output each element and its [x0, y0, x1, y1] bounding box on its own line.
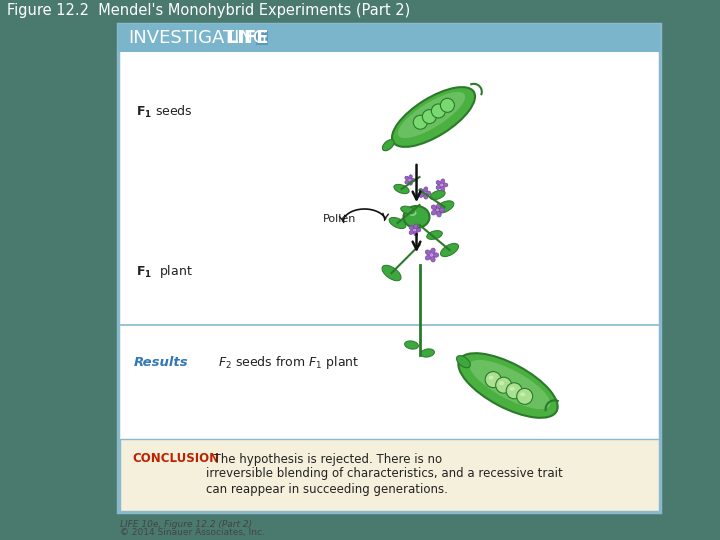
Ellipse shape: [431, 248, 435, 254]
Ellipse shape: [382, 140, 394, 151]
Text: Results: Results: [134, 356, 189, 369]
Ellipse shape: [394, 184, 409, 194]
Text: INVESTIGATING: INVESTIGATING: [128, 29, 266, 47]
Ellipse shape: [419, 188, 423, 193]
Ellipse shape: [419, 193, 423, 198]
Ellipse shape: [398, 92, 465, 138]
Text: CONCLUSION: CONCLUSION: [132, 453, 219, 465]
Ellipse shape: [441, 179, 445, 184]
Text: LIFE: LIFE: [226, 29, 269, 47]
Ellipse shape: [409, 226, 414, 230]
Ellipse shape: [409, 181, 413, 185]
Ellipse shape: [441, 186, 445, 191]
Ellipse shape: [408, 179, 410, 181]
Ellipse shape: [431, 210, 436, 215]
Ellipse shape: [403, 206, 430, 228]
Ellipse shape: [436, 212, 441, 217]
Ellipse shape: [424, 194, 428, 199]
Ellipse shape: [426, 250, 431, 255]
Ellipse shape: [392, 87, 475, 147]
Text: LIFE 10e, Figure 12.2 (Part 2): LIFE 10e, Figure 12.2 (Part 2): [120, 520, 252, 529]
FancyBboxPatch shape: [0, 0, 720, 22]
Ellipse shape: [409, 175, 413, 179]
Ellipse shape: [416, 228, 420, 232]
Ellipse shape: [414, 224, 418, 229]
FancyBboxPatch shape: [256, 31, 268, 45]
Ellipse shape: [426, 255, 431, 260]
Ellipse shape: [427, 231, 442, 239]
Ellipse shape: [431, 205, 436, 210]
Ellipse shape: [424, 187, 428, 192]
Ellipse shape: [489, 376, 494, 380]
Text: © 2014 Sinauer Associates, Inc.: © 2014 Sinauer Associates, Inc.: [120, 528, 265, 537]
Ellipse shape: [436, 180, 441, 185]
Ellipse shape: [420, 349, 434, 357]
FancyBboxPatch shape: [118, 24, 660, 512]
Ellipse shape: [413, 229, 415, 231]
Ellipse shape: [423, 192, 426, 194]
Text: $\mathbf{F_1}$  plant: $\mathbf{F_1}$ plant: [136, 264, 193, 280]
Ellipse shape: [441, 98, 454, 112]
FancyBboxPatch shape: [120, 440, 659, 510]
Ellipse shape: [433, 253, 438, 257]
Ellipse shape: [405, 180, 409, 184]
FancyBboxPatch shape: [118, 24, 660, 52]
Text: $\mathbf{F_1}$ seeds: $\mathbf{F_1}$ seeds: [136, 104, 193, 120]
Ellipse shape: [517, 388, 533, 404]
Text: Figure 12.2  Mendel's Monohybrid Experiments (Part 2): Figure 12.2 Mendel's Monohybrid Experime…: [7, 3, 410, 18]
Ellipse shape: [431, 256, 435, 262]
Ellipse shape: [405, 341, 418, 349]
Ellipse shape: [430, 254, 433, 256]
Ellipse shape: [520, 393, 525, 396]
Ellipse shape: [436, 208, 439, 211]
Ellipse shape: [441, 184, 443, 186]
Ellipse shape: [441, 244, 459, 256]
Ellipse shape: [413, 115, 427, 129]
Ellipse shape: [436, 185, 441, 190]
Ellipse shape: [506, 383, 522, 399]
Ellipse shape: [431, 104, 446, 118]
Ellipse shape: [423, 110, 436, 124]
Text: $F_2$ seeds from $F_1$ plant: $F_2$ seeds from $F_1$ plant: [218, 354, 359, 371]
Ellipse shape: [409, 230, 414, 234]
Ellipse shape: [459, 353, 558, 418]
Ellipse shape: [426, 191, 431, 195]
Ellipse shape: [456, 356, 470, 368]
Ellipse shape: [443, 183, 448, 187]
Ellipse shape: [410, 178, 415, 181]
Ellipse shape: [382, 265, 401, 281]
Ellipse shape: [408, 210, 417, 216]
Ellipse shape: [439, 208, 445, 212]
Ellipse shape: [485, 372, 501, 388]
Ellipse shape: [405, 176, 409, 180]
Ellipse shape: [499, 381, 504, 385]
Ellipse shape: [414, 231, 418, 236]
Ellipse shape: [510, 387, 515, 391]
Text: Pollen: Pollen: [323, 214, 356, 224]
Ellipse shape: [469, 360, 550, 409]
Ellipse shape: [430, 191, 445, 200]
FancyBboxPatch shape: [120, 438, 659, 510]
Ellipse shape: [401, 206, 414, 214]
Ellipse shape: [389, 218, 406, 228]
Ellipse shape: [495, 377, 512, 393]
Text: The hypothesis is rejected. There is no
irreversible blending of characteristics: The hypothesis is rejected. There is no …: [206, 453, 563, 496]
Ellipse shape: [436, 203, 441, 208]
Ellipse shape: [435, 201, 454, 213]
